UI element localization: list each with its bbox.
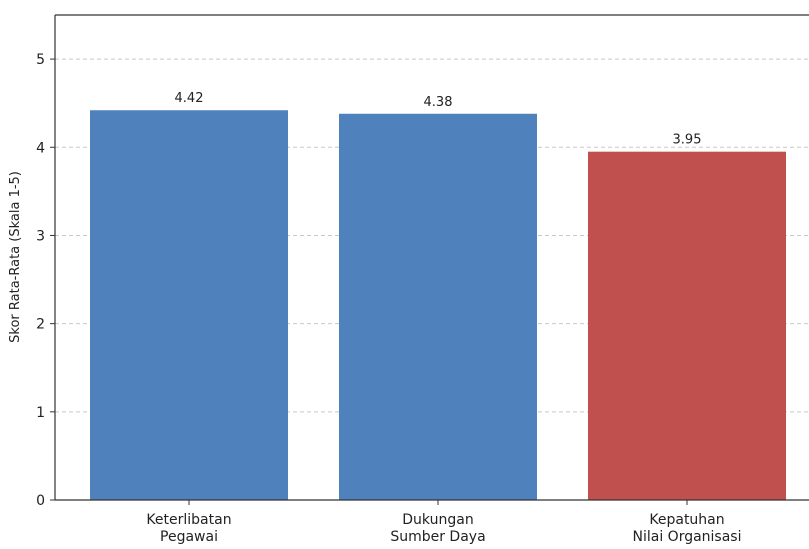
y-tick-label: 3 — [36, 228, 45, 244]
bar — [90, 110, 288, 501]
y-tick-label: 0 — [36, 493, 45, 509]
bar — [339, 113, 537, 500]
y-tick-label: 2 — [36, 317, 45, 333]
bar — [588, 151, 786, 500]
x-tick-label: Pegawai — [160, 529, 218, 545]
x-tick-label: Sumber Daya — [390, 529, 485, 545]
value-labels-group: 4.42 4.38 3.95 — [175, 91, 702, 147]
bar-value-label: 4.42 — [175, 91, 204, 106]
y-ticks-group: 0 1 2 3 4 5 — [36, 52, 55, 509]
x-tick-label: Dukungan — [402, 512, 473, 528]
y-tick-label: 4 — [36, 140, 45, 156]
y-axis-title: Skor Rata-Rata (Skala 1-5) — [8, 171, 23, 343]
x-tick-label: Nilai Organisasi — [633, 529, 742, 545]
bar-value-label: 3.95 — [673, 133, 702, 148]
x-tick-label: Keterlibatan — [146, 512, 231, 528]
x-tick-label: Kepatuhan — [649, 512, 724, 528]
y-tick-label: 5 — [36, 52, 45, 68]
bar-value-label: 4.38 — [424, 95, 453, 110]
bars-group — [90, 110, 786, 501]
y-tick-label: 1 — [36, 405, 45, 421]
